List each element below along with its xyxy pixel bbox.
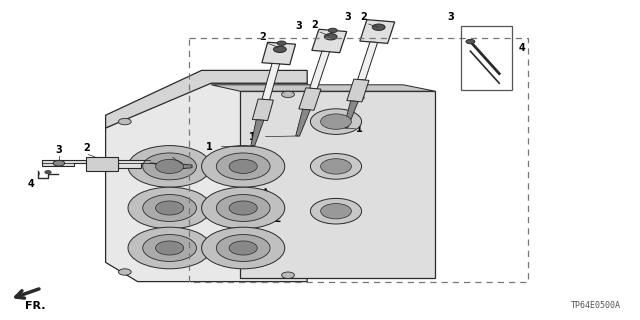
Text: 1: 1 (356, 124, 363, 134)
Circle shape (229, 159, 257, 173)
Text: 4: 4 (518, 43, 525, 53)
Circle shape (156, 159, 184, 173)
Text: 2: 2 (259, 32, 266, 42)
Circle shape (310, 198, 362, 224)
Text: 2: 2 (360, 12, 367, 22)
Circle shape (328, 28, 337, 33)
Polygon shape (211, 85, 435, 91)
Circle shape (466, 39, 475, 44)
Circle shape (216, 153, 270, 180)
Polygon shape (347, 79, 369, 102)
Circle shape (53, 160, 65, 166)
Text: E-9: E-9 (255, 200, 276, 210)
Text: 2: 2 (312, 20, 318, 30)
Circle shape (202, 227, 285, 269)
Polygon shape (299, 88, 321, 110)
Circle shape (143, 153, 196, 180)
Circle shape (128, 146, 211, 187)
Text: 3: 3 (296, 21, 303, 31)
Circle shape (321, 159, 351, 174)
Circle shape (118, 269, 131, 275)
Circle shape (321, 204, 351, 219)
Text: 1: 1 (170, 146, 176, 156)
Text: TP64E0500A: TP64E0500A (571, 301, 621, 310)
Circle shape (156, 241, 184, 255)
Text: 4: 4 (28, 179, 34, 188)
Polygon shape (86, 157, 118, 171)
Circle shape (118, 118, 131, 125)
Polygon shape (182, 164, 192, 169)
Circle shape (282, 272, 294, 278)
Polygon shape (344, 101, 358, 128)
Circle shape (216, 195, 270, 221)
Circle shape (128, 227, 211, 269)
Bar (461, 26, 512, 90)
Circle shape (273, 46, 286, 52)
Circle shape (372, 24, 385, 30)
Text: 3: 3 (447, 12, 454, 22)
Polygon shape (106, 70, 307, 128)
Text: 1: 1 (205, 141, 212, 152)
Text: 1: 1 (249, 132, 256, 142)
Polygon shape (262, 63, 280, 100)
Circle shape (310, 109, 362, 134)
Circle shape (156, 201, 184, 215)
Circle shape (216, 235, 270, 261)
Circle shape (324, 34, 337, 40)
Circle shape (282, 91, 294, 98)
Text: 3: 3 (56, 145, 62, 155)
Polygon shape (262, 42, 296, 65)
Polygon shape (252, 99, 273, 121)
Bar (189, 38, 528, 282)
Text: FR.: FR. (25, 301, 45, 311)
Polygon shape (310, 51, 330, 89)
Polygon shape (358, 42, 378, 80)
Polygon shape (360, 20, 395, 44)
Text: 3: 3 (344, 12, 351, 22)
Circle shape (202, 187, 285, 229)
Circle shape (202, 146, 285, 187)
Circle shape (321, 114, 351, 129)
Circle shape (310, 154, 362, 179)
Polygon shape (42, 160, 150, 168)
Circle shape (143, 235, 196, 261)
Circle shape (45, 171, 51, 174)
Polygon shape (312, 29, 347, 53)
Circle shape (143, 195, 196, 221)
Text: 2: 2 (83, 143, 90, 153)
Circle shape (229, 201, 257, 215)
Circle shape (353, 95, 364, 100)
Circle shape (128, 187, 211, 229)
Polygon shape (251, 120, 264, 146)
Circle shape (229, 241, 257, 255)
Polygon shape (106, 83, 307, 282)
Text: E-9-2: E-9-2 (250, 214, 282, 224)
Circle shape (277, 41, 286, 45)
Polygon shape (296, 109, 310, 136)
Polygon shape (240, 91, 435, 278)
